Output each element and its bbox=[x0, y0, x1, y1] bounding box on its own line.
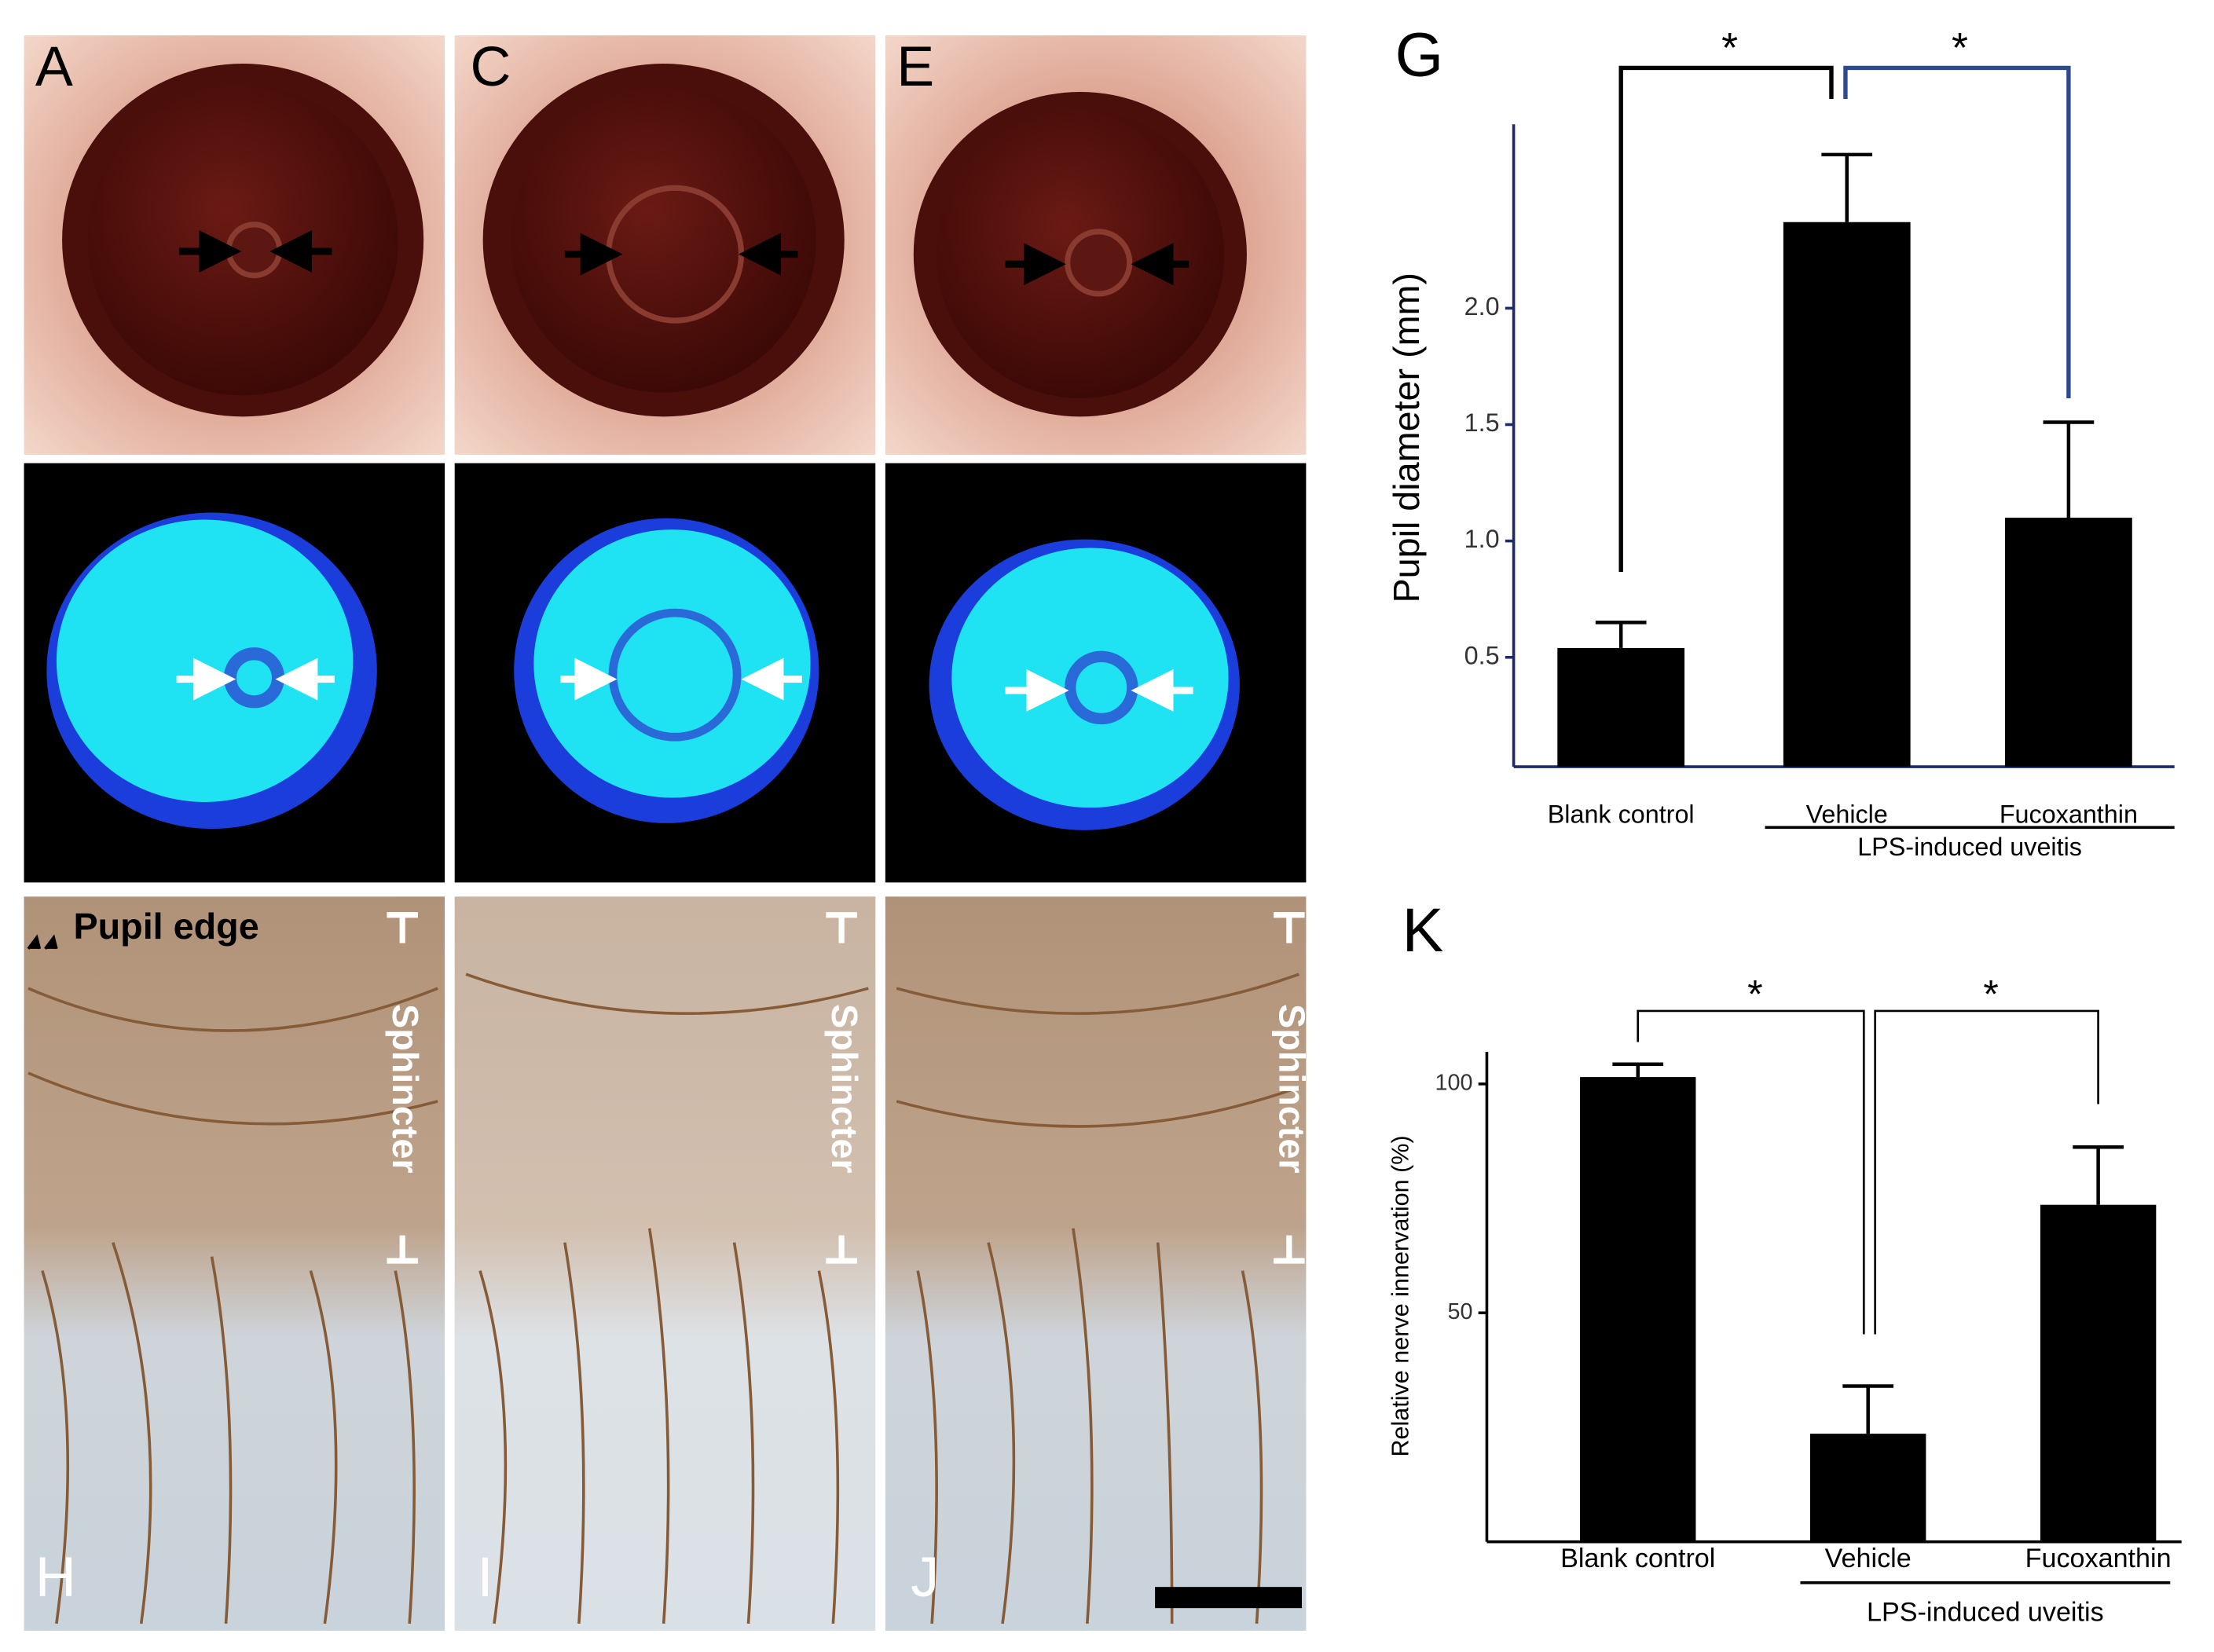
panel-label: H bbox=[35, 1546, 76, 1609]
error-bar bbox=[1821, 152, 1873, 222]
bar bbox=[2040, 1204, 2157, 1542]
bar bbox=[2005, 518, 2132, 767]
bar bbox=[1580, 1077, 1696, 1542]
bar bbox=[1810, 1434, 1926, 1542]
group-label: LPS-induced uveitis bbox=[1867, 1597, 2104, 1627]
y-axis-label: Pupil diameter (mm) bbox=[1386, 273, 1427, 603]
panel-label: C bbox=[470, 35, 511, 98]
x-tick-label: Vehicle bbox=[1825, 1544, 1912, 1573]
photo-a bbox=[24, 35, 445, 455]
segment-f bbox=[885, 463, 1307, 883]
bar bbox=[1783, 222, 1911, 767]
x-tick-label: Blank control bbox=[1560, 1544, 1715, 1573]
significance-star: * bbox=[1983, 971, 1999, 1016]
error-bar bbox=[1842, 1384, 1894, 1434]
bar bbox=[1557, 647, 1685, 767]
y-tick-label: 1.0 bbox=[1464, 525, 1500, 553]
significance-star: * bbox=[1952, 24, 1968, 71]
panel-label: A bbox=[35, 35, 73, 98]
y-tick-label: 0.5 bbox=[1464, 641, 1500, 669]
error-bar bbox=[1595, 621, 1647, 648]
panel-label: E bbox=[896, 35, 934, 98]
significance-bracket bbox=[1618, 65, 1834, 573]
significance-bracket bbox=[1637, 1009, 2099, 1335]
y-tick-label: 1.5 bbox=[1464, 408, 1500, 437]
segment-b bbox=[24, 463, 445, 883]
photo-c bbox=[454, 35, 876, 455]
sphincter-label: Sphincter bbox=[385, 1004, 426, 1173]
pupil-edge-label: Pupil edge bbox=[73, 906, 258, 947]
sphincter-brackets bbox=[387, 912, 1305, 1264]
panel-label: F bbox=[896, 466, 931, 529]
scale-bar bbox=[1155, 1587, 1303, 1609]
error-bar bbox=[2043, 420, 2095, 518]
significance-bracket bbox=[1843, 65, 2071, 398]
chart-title: K bbox=[1402, 895, 1444, 965]
sphincter-label: Sphincter bbox=[824, 1004, 865, 1173]
panel-label: B bbox=[35, 466, 73, 529]
x-tick-label: Vehicle bbox=[1806, 800, 1888, 828]
significance-star: * bbox=[1721, 24, 1738, 71]
arrowheads bbox=[27, 934, 58, 950]
significance-star: * bbox=[1747, 971, 1763, 1016]
panel-label: D bbox=[470, 466, 511, 529]
sphincter-label: Sphincter bbox=[1271, 1004, 1312, 1173]
y-axis-label: Relative nerve innervation (%) bbox=[1387, 1135, 1414, 1456]
x-tick-label: Blank control bbox=[1548, 800, 1695, 828]
y-tick-label: 50 bbox=[1447, 1299, 1472, 1324]
panel-label: I bbox=[477, 1546, 493, 1609]
chart-title: G bbox=[1395, 20, 1444, 90]
segment-d bbox=[454, 463, 876, 883]
histology bbox=[24, 896, 1307, 1631]
y-tick-label: 2.0 bbox=[1464, 292, 1500, 321]
group-label: LPS-induced uveitis bbox=[1857, 833, 2082, 861]
photo-e bbox=[885, 35, 1307, 455]
error-bar bbox=[1612, 1062, 1664, 1078]
y-tick-label: 100 bbox=[1435, 1070, 1473, 1095]
x-tick-label: Fucoxanthin bbox=[2000, 800, 2138, 828]
error-bar bbox=[2073, 1145, 2124, 1205]
x-tick-label: Fucoxanthin bbox=[2025, 1544, 2172, 1573]
panel-label: J bbox=[911, 1546, 939, 1609]
